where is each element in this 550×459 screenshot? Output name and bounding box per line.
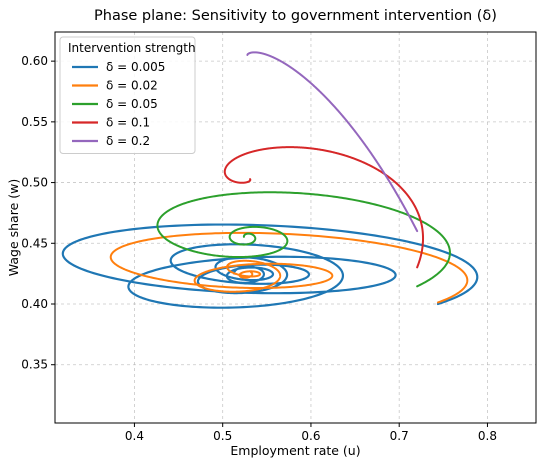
y-tick-label: 0.55	[21, 115, 48, 129]
legend-title: Intervention strength	[68, 41, 196, 55]
x-tick-label: 0.8	[478, 429, 497, 443]
chart-title: Phase plane: Sensitivity to government i…	[94, 8, 497, 24]
plot-frame	[54, 31, 537, 424]
series-line-5	[246, 51, 419, 233]
x-tick-label: 0.7	[390, 429, 409, 443]
legend-entry-2: δ = 0.02	[106, 79, 158, 93]
legend-entry-1: δ = 0.005	[106, 60, 165, 74]
series-line-2	[109, 231, 469, 304]
series-line-3	[156, 191, 451, 288]
series-lines	[61, 51, 479, 309]
y-tick-label: 0.60	[21, 54, 48, 68]
legend-entry-5: δ = 0.2	[106, 134, 150, 148]
x-tick-label: 0.5	[213, 429, 232, 443]
axis-ticks: 0.4 0.5 0.6 0.7 0.8 0.35 0.40 0.45 0.50 0.55 0.60	[21, 54, 497, 443]
y-tick-label: 0.35	[21, 358, 48, 372]
legend: Intervention strength δ = 0.005 δ = 0.02 δ…	[59, 36, 196, 154]
y-tick-label: 0.45	[21, 236, 48, 250]
y-axis-title: Wage share (w)	[6, 179, 21, 276]
y-tick-label: 0.50	[21, 176, 48, 190]
x-axis-title: Employment rate (u)	[230, 443, 360, 458]
legend-entry-3: δ = 0.05	[106, 97, 158, 111]
x-tick-label: 0.4	[125, 429, 144, 443]
x-tick-label: 0.6	[301, 429, 320, 443]
legend-entry-4: δ = 0.1	[106, 116, 150, 130]
series-line-4	[223, 146, 425, 269]
y-tick-label: 0.40	[21, 297, 48, 311]
